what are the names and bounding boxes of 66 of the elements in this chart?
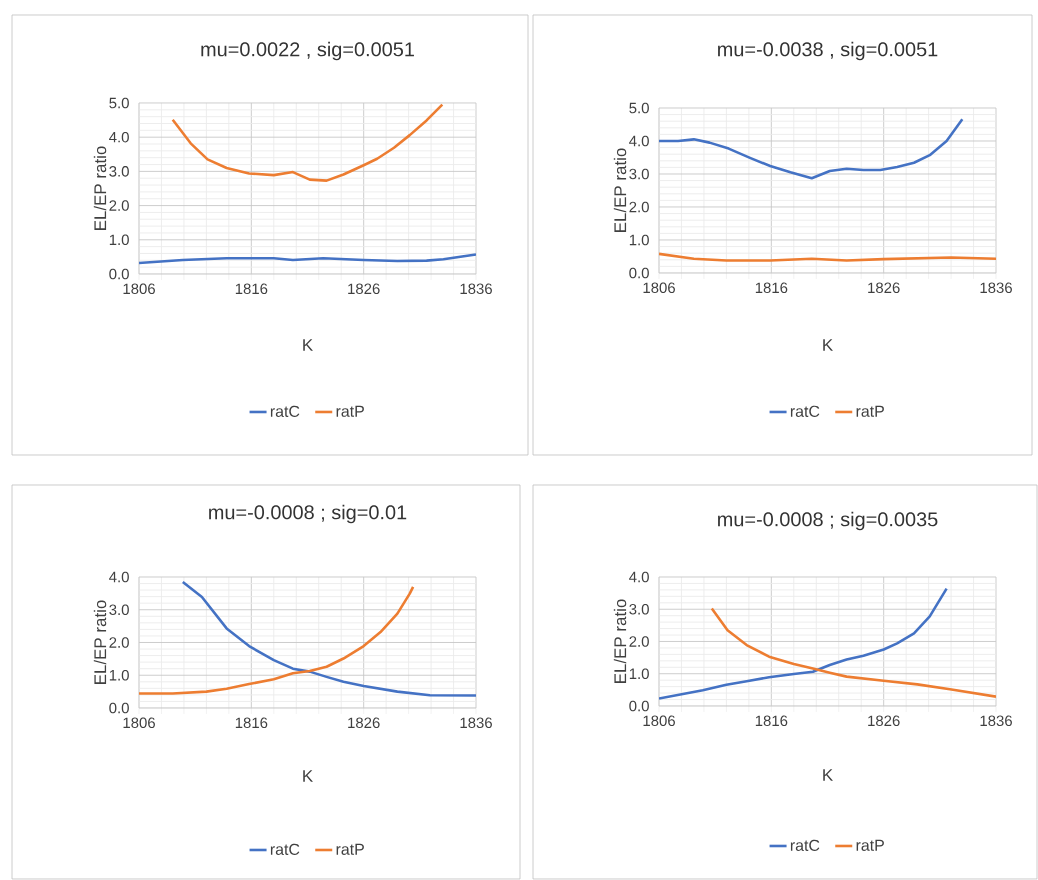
chart-title: mu=-0.0008 ; sig=0.01 [209, 504, 407, 524]
legend-label: ratP [856, 405, 884, 417]
chart-title: mu=-0.0038 , sig=0.0051 [718, 41, 938, 61]
y-tick-label: 2.0 [109, 637, 129, 648]
line-series [181, 580, 477, 697]
legend-label: ratC [790, 839, 820, 851]
legend-label: ratP [336, 843, 364, 855]
y-tick-label: 1.0 [629, 234, 649, 246]
x-tick-label: 1836 [460, 283, 492, 295]
x-tick-label: 1826 [348, 283, 380, 295]
x-tick-label: 1816 [235, 717, 268, 729]
y-tick-label: 1.0 [109, 234, 129, 246]
legend-label: ratC [270, 405, 300, 417]
y-tick-label: 5.0 [629, 102, 649, 114]
x-tick-label: 1816 [755, 282, 788, 294]
y-tick-label: 3.0 [109, 604, 129, 616]
line-series [710, 607, 997, 698]
y-tick-label: 0.0 [629, 700, 649, 712]
x-tick-label: 1826 [868, 715, 900, 727]
chart-title: mu=-0.0008 ; sig=0.0035 [718, 511, 938, 531]
y-tick-label: 0.0 [109, 702, 129, 714]
line-series [659, 117, 964, 180]
y-tick-label: 4.0 [109, 571, 129, 583]
x-axis-title: K [303, 339, 313, 351]
legend-label: ratC [270, 843, 300, 855]
x-axis-title: K [303, 770, 313, 782]
y-axis-title: EL/EP ratio [613, 148, 627, 232]
x-tick-label: 1826 [348, 717, 380, 729]
x-tick-label: 1806 [123, 717, 155, 729]
y-tick-label: 5.0 [109, 97, 129, 109]
x-tick-label: 1836 [980, 715, 1012, 727]
y-tick-label: 4.0 [629, 571, 649, 583]
y-tick-label: 3.0 [109, 166, 129, 177]
y-axis-title: EL/EP ratio [613, 599, 627, 683]
y-tick-label: 1.0 [629, 668, 649, 680]
legend-label: ratP [856, 839, 884, 851]
legend-label: ratP [336, 405, 364, 417]
y-tick-label: 4.0 [629, 135, 649, 147]
line-series [139, 253, 477, 265]
x-tick-label: 1806 [123, 283, 155, 295]
y-tick-label: 2.0 [629, 636, 649, 647]
x-tick-label: 1836 [460, 717, 492, 729]
x-tick-label: 1826 [868, 282, 900, 294]
x-tick-label: 1816 [235, 283, 268, 295]
line-series [139, 585, 415, 695]
y-tick-label: 2.0 [629, 201, 649, 213]
y-tick-label: 0.0 [629, 267, 649, 279]
x-tick-label: 1816 [755, 715, 788, 727]
y-tick-label: 4.0 [109, 131, 129, 143]
line-series [659, 252, 997, 262]
chart-title: mu=0.0022 , sig=0.0051 [201, 41, 414, 61]
y-axis-title: EL/EP ratio [93, 600, 107, 684]
y-tick-label: 0.0 [109, 268, 129, 280]
y-tick-label: 2.0 [109, 200, 129, 211]
x-tick-label: 1836 [980, 282, 1012, 294]
x-axis-title: K [823, 769, 833, 781]
y-tick-label: 1.0 [109, 669, 129, 681]
line-series [171, 103, 444, 182]
x-axis-title: K [823, 339, 833, 351]
legend-label: ratC [790, 405, 820, 417]
x-tick-label: 1806 [643, 715, 675, 727]
x-tick-label: 1806 [643, 282, 675, 294]
line-series [659, 587, 948, 700]
y-axis-title: EL/EP ratio [93, 146, 107, 230]
y-tick-label: 3.0 [629, 168, 649, 180]
y-tick-label: 3.0 [629, 603, 649, 615]
